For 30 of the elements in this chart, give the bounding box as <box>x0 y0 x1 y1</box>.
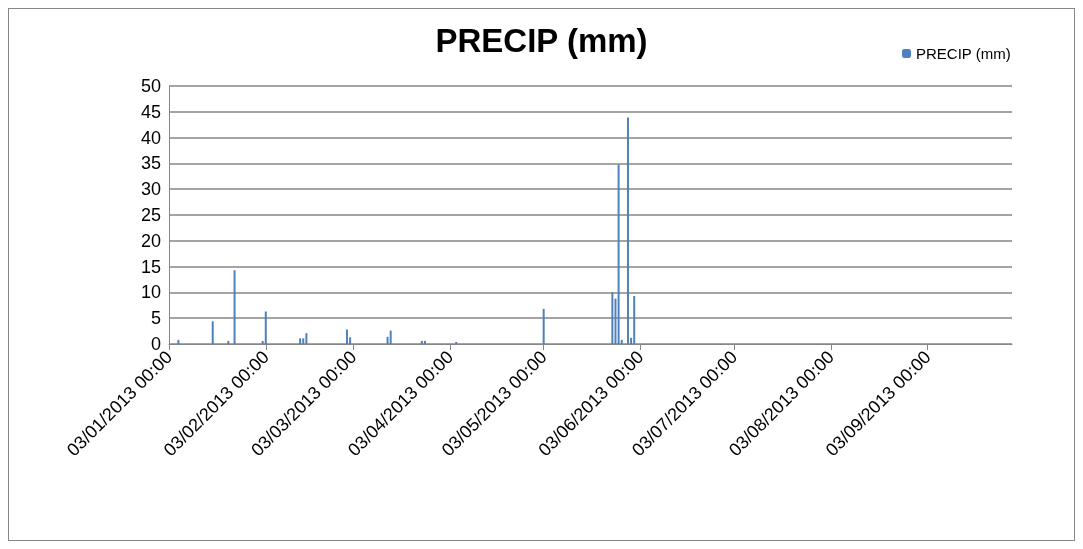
bar <box>455 341 458 344</box>
legend-label: PRECIP (mm) <box>916 45 1011 62</box>
bar <box>420 340 423 344</box>
bar <box>345 329 348 344</box>
bar <box>424 340 427 344</box>
y-tick-label: 0 <box>150 334 161 354</box>
y-tick-label: 30 <box>140 179 161 200</box>
bar <box>299 338 302 344</box>
bar <box>611 292 614 344</box>
y-tick-label: 35 <box>140 153 161 174</box>
bar <box>617 164 620 344</box>
bar <box>264 311 267 344</box>
bar <box>633 296 636 344</box>
bar <box>211 321 214 344</box>
y-tick-label: 10 <box>140 282 161 303</box>
y-tick-label: 50 <box>140 76 161 96</box>
y-tick-label: 25 <box>140 205 161 225</box>
bar <box>305 333 308 344</box>
y-tick-label: 20 <box>140 230 161 251</box>
bar <box>389 330 392 344</box>
y-tick-label: 15 <box>140 256 161 277</box>
bar <box>542 308 545 344</box>
chart-title: PRECIP (mm) <box>435 22 648 59</box>
bar <box>227 340 230 344</box>
y-tick-label: 5 <box>150 308 161 329</box>
y-tick-label: 40 <box>140 127 161 148</box>
bar <box>233 270 236 344</box>
bar <box>177 339 180 344</box>
y-tick-label: 45 <box>140 101 161 122</box>
bar <box>626 117 629 344</box>
